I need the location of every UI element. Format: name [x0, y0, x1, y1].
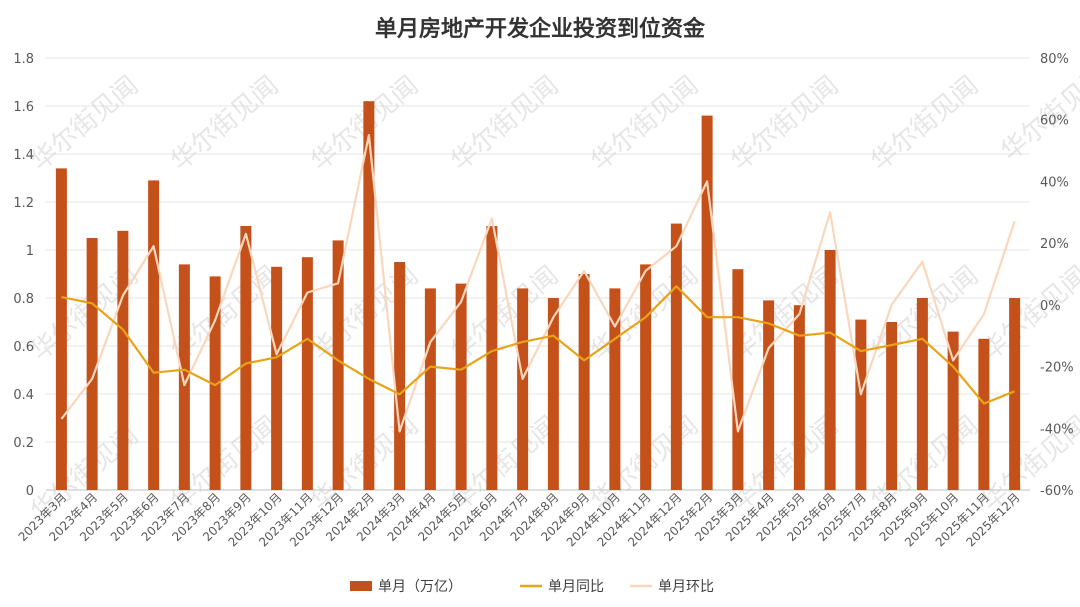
- bar: [701, 115, 713, 490]
- y-tick-label: 1.4: [13, 148, 34, 163]
- legend-swatch-bar: [350, 581, 372, 591]
- line-series: [60, 134, 1016, 433]
- y2-tick-label: -20%: [1040, 361, 1074, 376]
- y-axis-right: -60% -40% -20% 0% 20% 40% 60% 80%: [1040, 52, 1074, 499]
- legend-label: 单月同比: [548, 579, 604, 595]
- bar: [517, 288, 529, 490]
- bar: [609, 288, 621, 490]
- bar: [86, 238, 98, 490]
- bar: [455, 283, 467, 490]
- bar: [55, 168, 67, 490]
- bar: [301, 257, 313, 490]
- bar: [886, 322, 898, 490]
- y-tick-label: 0.2: [13, 436, 34, 451]
- bar: [640, 264, 652, 490]
- bar: [916, 298, 928, 490]
- y-tick-label: 0.4: [13, 388, 34, 403]
- y2-tick-label: 40%: [1040, 175, 1069, 190]
- y2-tick-label: 0%: [1040, 299, 1061, 314]
- bar: [824, 250, 836, 490]
- bar: [209, 276, 221, 490]
- y-tick-label: 1: [26, 244, 34, 259]
- yoy-line: [61, 285, 1016, 405]
- legend-label: 单月环比: [658, 579, 714, 595]
- y-tick-label: 1.8: [13, 52, 34, 67]
- mom-line: [60, 134, 1016, 433]
- y2-tick-label: -60%: [1040, 484, 1074, 499]
- y-tick-label: 0: [26, 484, 34, 499]
- bar: [424, 288, 436, 490]
- y2-tick-label: 20%: [1040, 237, 1069, 252]
- y-tick-label: 1.6: [13, 100, 34, 115]
- bar: [763, 300, 775, 490]
- bar: [732, 269, 744, 490]
- y2-tick-label: 80%: [1040, 52, 1069, 67]
- bar: [117, 230, 129, 491]
- watermark-text: 华尔街见闻: [165, 71, 284, 178]
- watermark-text: 华尔街见闻: [25, 71, 144, 178]
- bar: [363, 101, 375, 490]
- bar: [578, 274, 590, 490]
- y-tick-label: 1.2: [13, 196, 34, 211]
- bar: [793, 305, 805, 490]
- bar: [240, 226, 252, 490]
- y2-tick-label: -40%: [1040, 422, 1074, 437]
- legend-label: 单月（万亿）: [378, 579, 462, 595]
- bar: [1009, 298, 1021, 490]
- bar: [978, 338, 990, 490]
- watermark-text: 华尔街见闻: [445, 71, 564, 178]
- bar-series: [55, 101, 1021, 491]
- bar: [486, 226, 498, 490]
- watermark-text: 华尔街见闻: [865, 71, 984, 178]
- watermark-text: 华尔街见闻: [975, 261, 1080, 368]
- y2-tick-label: 60%: [1040, 114, 1069, 129]
- legend: 单月（万亿） 单月同比 单月环比: [350, 579, 714, 595]
- y-tick-label: 0.8: [13, 292, 34, 307]
- bar: [394, 262, 406, 490]
- bar: [148, 180, 160, 490]
- bar: [271, 266, 283, 490]
- bar: [855, 319, 867, 490]
- watermark-text: 华尔街见闻: [725, 71, 844, 178]
- bar: [332, 240, 344, 490]
- bar: [178, 264, 190, 490]
- y-axis-left: 0 0.2 0.4 0.6 0.8 1 1.2 1.4 1.6 1.8: [13, 52, 34, 499]
- bar: [547, 298, 559, 490]
- chart-title: 单月房地产开发企业投资到位资金: [375, 16, 706, 42]
- bar: [947, 331, 959, 490]
- y-tick-label: 0.6: [13, 340, 34, 355]
- bar: [670, 223, 682, 490]
- watermark-text: 华尔街见闻: [585, 71, 704, 178]
